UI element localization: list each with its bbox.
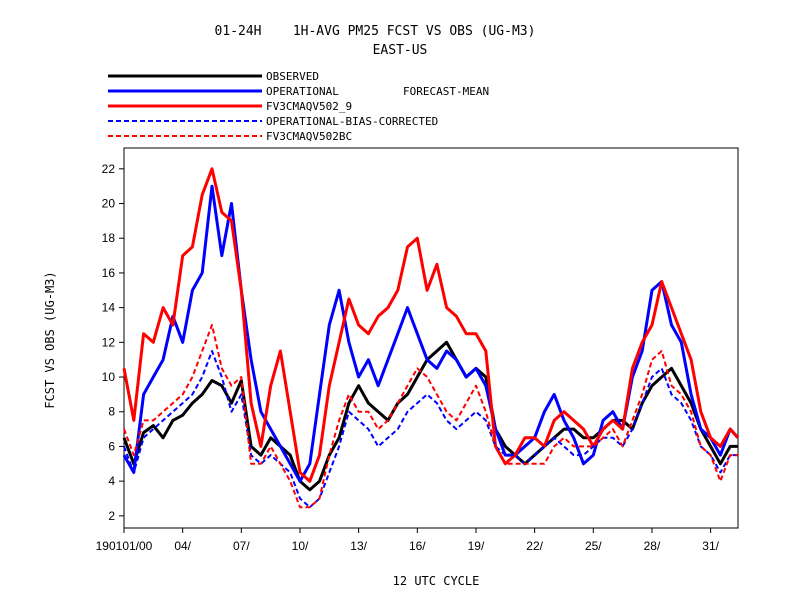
x-tick-label: 28/	[644, 539, 661, 553]
legend-label: FV3CMAQV502BC	[266, 130, 352, 143]
legend-label: FV3CMAQV502_9	[266, 100, 352, 113]
chart-title-line2: EAST-US	[373, 43, 428, 58]
y-tick-label: 12	[102, 335, 116, 349]
x-tick-label: 25/	[585, 539, 602, 553]
x-tick-label: 31/	[702, 539, 719, 553]
x-tick-label: 13/	[350, 539, 367, 553]
legend: OBSERVED OPERATIONAL FV3CMAQV502_9 OPERATIO…	[108, 70, 438, 143]
plot-frame	[123, 147, 739, 529]
y-tick-label: 4	[108, 474, 115, 488]
y-tick-label: 8	[108, 405, 115, 419]
x-tick-label: 04/	[174, 539, 191, 553]
x-tick-label: 16/	[409, 539, 426, 553]
y-tick-label: 10	[102, 370, 116, 384]
x-tick-label: 190101/00	[96, 539, 153, 553]
x-tick-label: 19/	[468, 539, 485, 553]
series-line-operational	[122, 184, 740, 483]
y-axis-label: FCST VS OBS (UG-M3)	[43, 271, 57, 408]
x-tick-label: 10/	[292, 539, 309, 553]
series-line-fv3cmaqv502bc	[123, 324, 738, 509]
x-axis-label: 12 UTC CYCLE	[393, 574, 480, 588]
legend-label: OPERATIONAL-BIAS-CORRECTED	[266, 115, 438, 128]
series-line-fv3cmaqv502-9	[122, 167, 740, 483]
series-lines	[122, 167, 740, 509]
y-tick-label: 14	[102, 301, 116, 315]
x-axis: 190101/00 04/07/10/13/16/19/22/25/28/31/	[96, 528, 720, 553]
chart-title-line1: 01-24H 1H-AVG PM25 FCST VS OBS (UG-M3)	[215, 24, 536, 39]
series-line-operational-bias-corrected	[123, 350, 738, 509]
y-axis: 2 4 6 8 10 12 14 16 18 20 22	[102, 162, 124, 523]
y-tick-label: 22	[102, 162, 116, 176]
y-tick-label: 20	[102, 197, 116, 211]
legend-note: FORECAST-MEAN	[403, 85, 489, 98]
y-tick-label: 6	[108, 439, 115, 453]
y-tick-label: 18	[102, 231, 116, 245]
legend-label: OPERATIONAL	[266, 85, 339, 98]
legend-label: OBSERVED	[266, 70, 319, 83]
x-tick-label: 07/	[233, 539, 250, 553]
y-tick-label: 2	[108, 509, 115, 523]
y-tick-label: 16	[102, 266, 116, 280]
x-tick-label: 22/	[526, 539, 543, 553]
